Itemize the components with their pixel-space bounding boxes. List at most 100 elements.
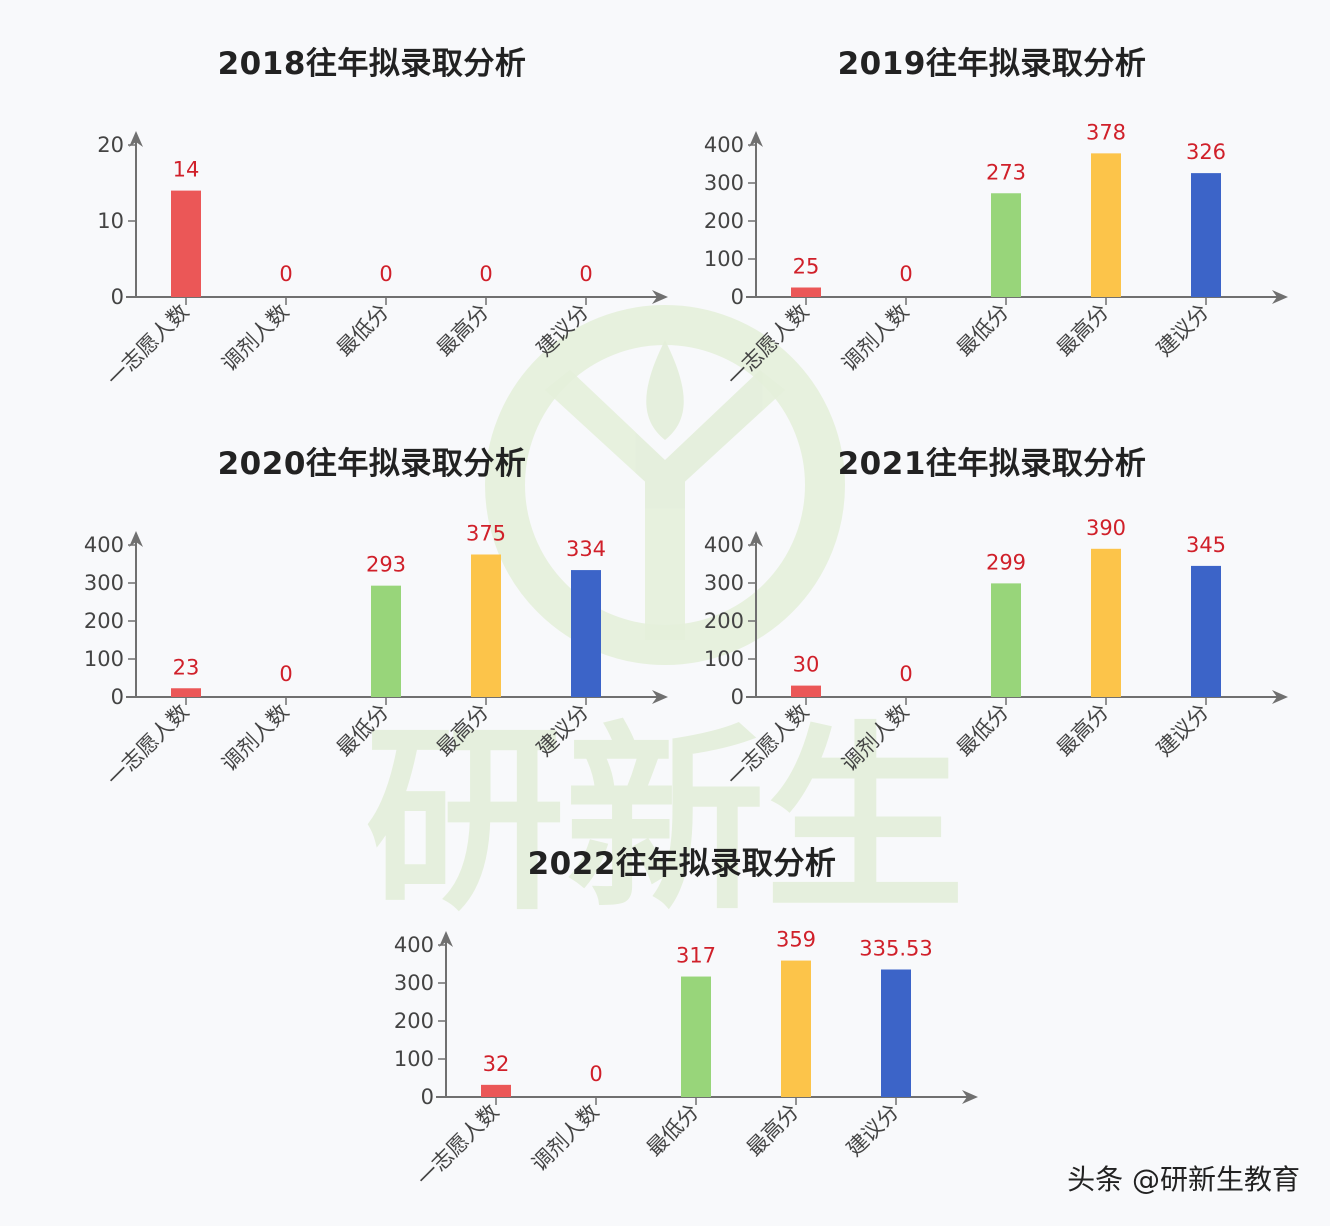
value-label: 335.53 [859, 936, 932, 960]
y-tick-label: 100 [704, 647, 744, 671]
chart-2018: 2018往年拟录取分析 0 10 20 14 一志愿人数 0 调剂人数 0 最低分 0 最高分 0 建议… [72, 10, 672, 400]
value-label: 378 [1086, 120, 1126, 144]
chart-title: 2019往年拟录取分析 [837, 46, 1147, 82]
chart-2022: 2022往年拟录取分析 0 100 200 300 400 32 一志愿人数 0 调剂人数 317… [382, 810, 982, 1200]
bar [1191, 173, 1221, 297]
chart-title: 2020往年拟录取分析 [217, 446, 527, 482]
category-label: 最低分 [642, 1100, 704, 1162]
value-label: 23 [173, 655, 200, 679]
category-label: 调剂人数 [527, 1100, 603, 1176]
y-tick-label: 0 [731, 685, 744, 709]
chart-2019: 2019往年拟录取分析 0 100 200 300 400 25 一志愿人数 0 调剂人数 273… [692, 10, 1292, 400]
value-label: 0 [479, 262, 492, 286]
y-axis-arrow-icon [749, 531, 763, 547]
value-label: 0 [379, 262, 392, 286]
source-credit: 头条 @研新生教育 [1067, 1163, 1300, 1196]
value-label: 0 [899, 662, 912, 686]
category-label: 一志愿人数 [722, 300, 813, 391]
value-label: 359 [776, 928, 816, 952]
value-label: 345 [1186, 533, 1226, 557]
category-label: 调剂人数 [837, 300, 913, 376]
value-label: 375 [466, 522, 506, 546]
bar [1191, 565, 1221, 697]
y-tick-label: 0 [731, 285, 744, 309]
category-label: 建议分 [532, 700, 594, 762]
category-label: 调剂人数 [837, 700, 913, 776]
x-axis-arrow-icon [652, 290, 668, 304]
category-label: 建议分 [532, 300, 594, 362]
value-label: 299 [986, 550, 1026, 574]
category-label: 调剂人数 [217, 700, 293, 776]
y-tick-label: 200 [84, 609, 124, 633]
value-label: 0 [279, 262, 292, 286]
bar [171, 190, 201, 297]
value-label: 293 [366, 553, 406, 577]
y-tick-label: 400 [704, 133, 744, 157]
y-tick-label: 400 [394, 933, 434, 957]
value-label: 317 [676, 944, 716, 968]
y-tick-label: 20 [97, 133, 124, 157]
chart-plot: 010020030040025一志愿人数0调剂人数273最低分378最高分326… [704, 120, 1288, 391]
bar [781, 960, 811, 1097]
bar [991, 193, 1021, 297]
bar [371, 585, 401, 697]
value-label: 326 [1186, 140, 1226, 164]
category-label: 建议分 [1152, 700, 1214, 762]
y-tick-label: 200 [704, 609, 744, 633]
y-tick-label: 100 [394, 1047, 434, 1071]
bar [791, 287, 821, 297]
value-label: 25 [793, 255, 820, 279]
x-axis-arrow-icon [1272, 690, 1288, 704]
value-label: 32 [483, 1052, 510, 1076]
category-label: 建议分 [842, 1100, 904, 1162]
chart-2021: 2021往年拟录取分析 0 100 200 300 400 30 一志愿人数 0 调剂人数 299… [692, 410, 1292, 800]
y-tick-label: 300 [704, 171, 744, 195]
category-label: 一志愿人数 [722, 700, 813, 791]
bar [991, 583, 1021, 697]
bar [571, 570, 601, 697]
chart-plot: 010020030040030一志愿人数0调剂人数299最低分390最高分345… [704, 516, 1288, 791]
category-label: 最高分 [432, 300, 494, 362]
bar [881, 969, 911, 1097]
value-label: 0 [279, 662, 292, 686]
bar [481, 1084, 511, 1097]
category-label: 建议分 [1152, 300, 1214, 362]
category-label: 最高分 [1052, 700, 1114, 762]
y-tick-label: 300 [84, 571, 124, 595]
x-axis-arrow-icon [1272, 290, 1288, 304]
category-label: 最高分 [1052, 300, 1114, 362]
value-label: 334 [566, 537, 606, 561]
y-tick-label: 300 [394, 971, 434, 995]
x-axis-arrow-icon [652, 690, 668, 704]
y-axis-arrow-icon [129, 531, 143, 547]
value-label: 273 [986, 160, 1026, 184]
value-label: 30 [793, 653, 820, 677]
y-tick-label: 400 [84, 533, 124, 557]
bar [471, 554, 501, 697]
y-tick-label: 400 [704, 533, 744, 557]
chart-title: 2018往年拟录取分析 [217, 46, 527, 82]
category-label: 最低分 [332, 700, 394, 762]
chart-2020: 2020往年拟录取分析 0 100 200 300 400 23 一志愿人数 0 调剂人数 293… [72, 410, 672, 800]
category-label: 最低分 [952, 700, 1014, 762]
chart-title: 2022往年拟录取分析 [527, 846, 837, 882]
bar [1091, 548, 1121, 697]
chart-plot: 010020030040023一志愿人数0调剂人数293最低分375最高分334… [84, 522, 668, 791]
category-label: 一志愿人数 [102, 700, 193, 791]
category-label: 最低分 [952, 300, 1014, 362]
category-label: 调剂人数 [217, 300, 293, 376]
y-tick-label: 0 [111, 685, 124, 709]
category-label: 最高分 [742, 1100, 804, 1162]
x-axis-arrow-icon [962, 1090, 978, 1104]
value-label: 0 [589, 1062, 602, 1086]
bar [681, 976, 711, 1097]
y-tick-label: 0 [111, 285, 124, 309]
y-tick-label: 100 [704, 247, 744, 271]
category-label: 一志愿人数 [412, 1100, 503, 1191]
y-tick-label: 200 [394, 1009, 434, 1033]
y-tick-label: 300 [704, 571, 744, 595]
y-tick-label: 100 [84, 647, 124, 671]
value-label: 390 [1086, 516, 1126, 540]
y-tick-label: 200 [704, 209, 744, 233]
